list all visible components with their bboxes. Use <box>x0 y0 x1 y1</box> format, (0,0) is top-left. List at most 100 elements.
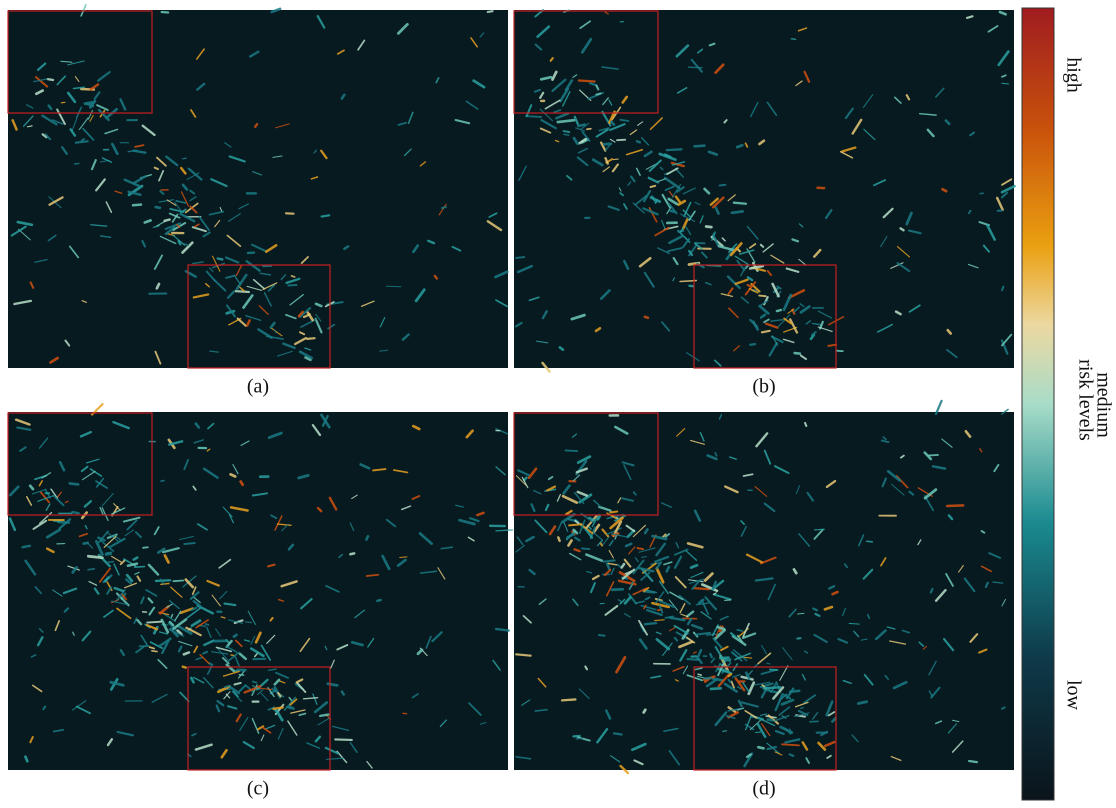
risk-streak <box>698 674 701 675</box>
map-panel <box>514 412 1014 770</box>
risk-streak <box>762 331 770 333</box>
risk-streak <box>88 556 102 558</box>
risk-streak <box>600 543 602 546</box>
risk-streak <box>667 149 682 150</box>
risk-streak <box>651 186 656 187</box>
colorbar-high: high <box>1062 57 1084 93</box>
risk-streak <box>564 134 569 135</box>
risk-streak <box>734 203 746 204</box>
risk-streak <box>253 682 257 683</box>
risk-streak <box>695 588 710 589</box>
maps <box>8 5 1015 773</box>
risk-streak <box>720 185 726 186</box>
risk-streak <box>442 207 446 208</box>
risk-streak <box>386 286 400 287</box>
risk-streak <box>798 613 804 614</box>
risk-streak <box>815 529 825 530</box>
risk-streak <box>928 455 938 456</box>
risk-streak <box>322 215 330 216</box>
risk-streak <box>777 310 781 311</box>
colorbar <box>1022 8 1054 800</box>
risk-streak <box>642 557 647 558</box>
risk-streak <box>637 548 643 549</box>
risk-streak <box>614 733 622 734</box>
risk-streak <box>328 684 337 686</box>
risk-streak <box>715 453 716 456</box>
risk-streak <box>435 276 437 279</box>
risk-streak <box>828 345 836 346</box>
risk-streak <box>25 757 27 762</box>
risk-streak <box>764 687 781 688</box>
risk-streak <box>70 483 78 484</box>
risk-streak <box>184 543 194 544</box>
risk-streak <box>234 635 237 637</box>
risk-streak <box>84 543 88 544</box>
risk-streak <box>596 93 600 94</box>
risk-streak <box>245 622 251 623</box>
risk-streak <box>76 141 88 142</box>
risk-streak <box>156 580 170 581</box>
risk-streak <box>1002 83 1008 84</box>
risk-streak <box>155 168 158 169</box>
panel-caption: (a) <box>247 376 269 398</box>
risk-streak <box>582 548 589 549</box>
risk-streak <box>526 116 541 117</box>
risk-streak <box>255 124 257 126</box>
risk-streak <box>145 220 151 222</box>
risk-streak <box>23 546 30 547</box>
risk-streak <box>689 67 702 68</box>
panel-caption: (b) <box>752 376 775 398</box>
risk-streak <box>307 338 314 339</box>
risk-streak <box>569 524 581 525</box>
risk-streak <box>268 708 272 709</box>
risk-streak <box>770 669 778 670</box>
risk-streak <box>133 205 141 206</box>
risk-streak <box>805 423 806 426</box>
colorbar-low: low <box>1062 680 1084 711</box>
risk-streak <box>645 623 656 624</box>
risk-streak <box>342 692 344 695</box>
risk-streak <box>152 651 157 652</box>
risk-streak <box>687 659 699 660</box>
risk-streak <box>617 140 625 141</box>
risk-streak <box>737 630 742 631</box>
risk-streak <box>644 591 654 592</box>
risk-streak <box>165 220 170 221</box>
colorbar-medium: medium <box>1092 372 1114 438</box>
risk-streak <box>564 131 570 132</box>
risk-streak <box>645 317 648 318</box>
risk-streak <box>241 481 243 484</box>
risk-streak <box>585 666 587 669</box>
risk-streak <box>967 16 972 18</box>
risk-streak <box>367 575 379 576</box>
risk-streak <box>27 126 32 127</box>
risk-streak <box>88 569 94 570</box>
risk-streak <box>516 257 524 258</box>
risk-streak <box>224 604 235 605</box>
risk-streak <box>400 557 407 558</box>
risk-streak <box>748 285 751 287</box>
risk-streak <box>184 652 189 654</box>
map-panel <box>8 10 508 368</box>
risk-streak <box>637 141 640 142</box>
risk-streak <box>143 547 148 548</box>
risk-streak <box>849 623 859 624</box>
risk-streak <box>759 296 765 297</box>
risk-streak <box>206 624 209 625</box>
risk-streak <box>72 512 78 513</box>
panel-caption: (c) <box>247 778 269 800</box>
risk-streak <box>931 589 933 593</box>
risk-streak <box>377 600 380 601</box>
risk-streak <box>705 678 710 679</box>
risk-streak <box>183 158 186 159</box>
risk-streak <box>231 474 236 476</box>
risk-streak <box>795 353 800 354</box>
risk-streak <box>758 747 763 748</box>
risk-streak <box>901 228 904 230</box>
risk-streak <box>732 211 743 212</box>
risk-streak <box>183 667 186 668</box>
risk-streak <box>273 707 282 709</box>
risk-streak <box>566 450 578 451</box>
risk-streak <box>488 11 493 12</box>
figure: high risk levels medium low (a)(b)(c)(d) <box>0 0 1116 808</box>
